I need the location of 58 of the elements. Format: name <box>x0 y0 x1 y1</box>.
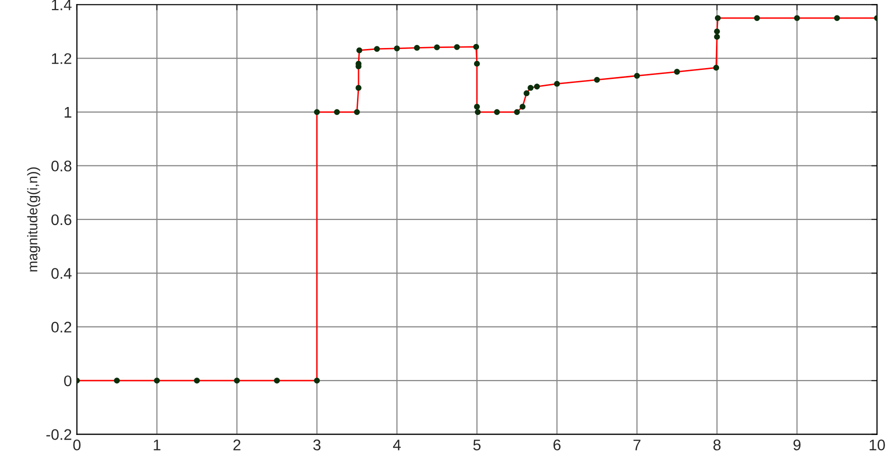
point <box>534 84 540 90</box>
point <box>528 84 534 91</box>
point <box>473 44 480 50</box>
point <box>524 90 530 96</box>
point <box>414 44 420 51</box>
x-tick-label: 9 <box>793 440 801 450</box>
x-tick-label: 8 <box>713 440 721 450</box>
y-tick-label: -0.2 <box>46 429 72 440</box>
point <box>594 76 600 83</box>
point <box>713 64 720 71</box>
y-tick-label: 0.4 <box>51 268 72 279</box>
point <box>474 60 480 67</box>
y-tick-label: 0.6 <box>51 214 72 226</box>
point <box>494 109 500 115</box>
point <box>194 378 200 384</box>
point <box>714 15 721 21</box>
point <box>334 109 340 115</box>
x-tick-label: 4 <box>393 440 401 450</box>
point <box>354 109 360 115</box>
y-axis-title: magnitude(g(i,n)) <box>27 167 40 272</box>
point <box>356 84 362 91</box>
y-tick-label: 1 <box>64 107 72 118</box>
point <box>754 15 760 21</box>
y-tick-label: 0 <box>64 375 72 386</box>
point <box>834 15 840 21</box>
y-tick-label: 0.2 <box>51 322 72 333</box>
point <box>234 378 240 384</box>
point <box>454 44 460 50</box>
point <box>434 44 440 50</box>
x-tick-label: 10 <box>870 440 885 450</box>
point <box>356 47 362 54</box>
point <box>474 109 481 115</box>
point <box>474 104 480 110</box>
x-tick-label: 3 <box>313 440 320 450</box>
point <box>314 378 320 384</box>
point <box>374 46 380 52</box>
point <box>554 80 560 87</box>
x-tick-label: 6 <box>553 440 561 450</box>
point <box>154 378 160 384</box>
x-tick-label: 2 <box>233 440 240 450</box>
y-tick-label: 1.2 <box>52 53 72 64</box>
x-tick-label: 1 <box>154 440 160 450</box>
y-tick-label: 1.4 <box>52 0 72 10</box>
point <box>520 104 526 110</box>
point <box>634 72 640 79</box>
point <box>794 15 800 21</box>
x-tick-label: 5 <box>473 440 481 450</box>
point <box>394 45 400 52</box>
y-tick-label: 0.8 <box>51 160 72 172</box>
x-tick-label: 0 <box>73 440 81 450</box>
point <box>274 378 280 384</box>
point <box>714 34 720 40</box>
point <box>314 109 320 115</box>
x-tick-label: 7 <box>634 440 640 450</box>
point <box>674 68 680 75</box>
point <box>714 28 720 34</box>
point <box>514 109 520 115</box>
point <box>114 378 120 384</box>
